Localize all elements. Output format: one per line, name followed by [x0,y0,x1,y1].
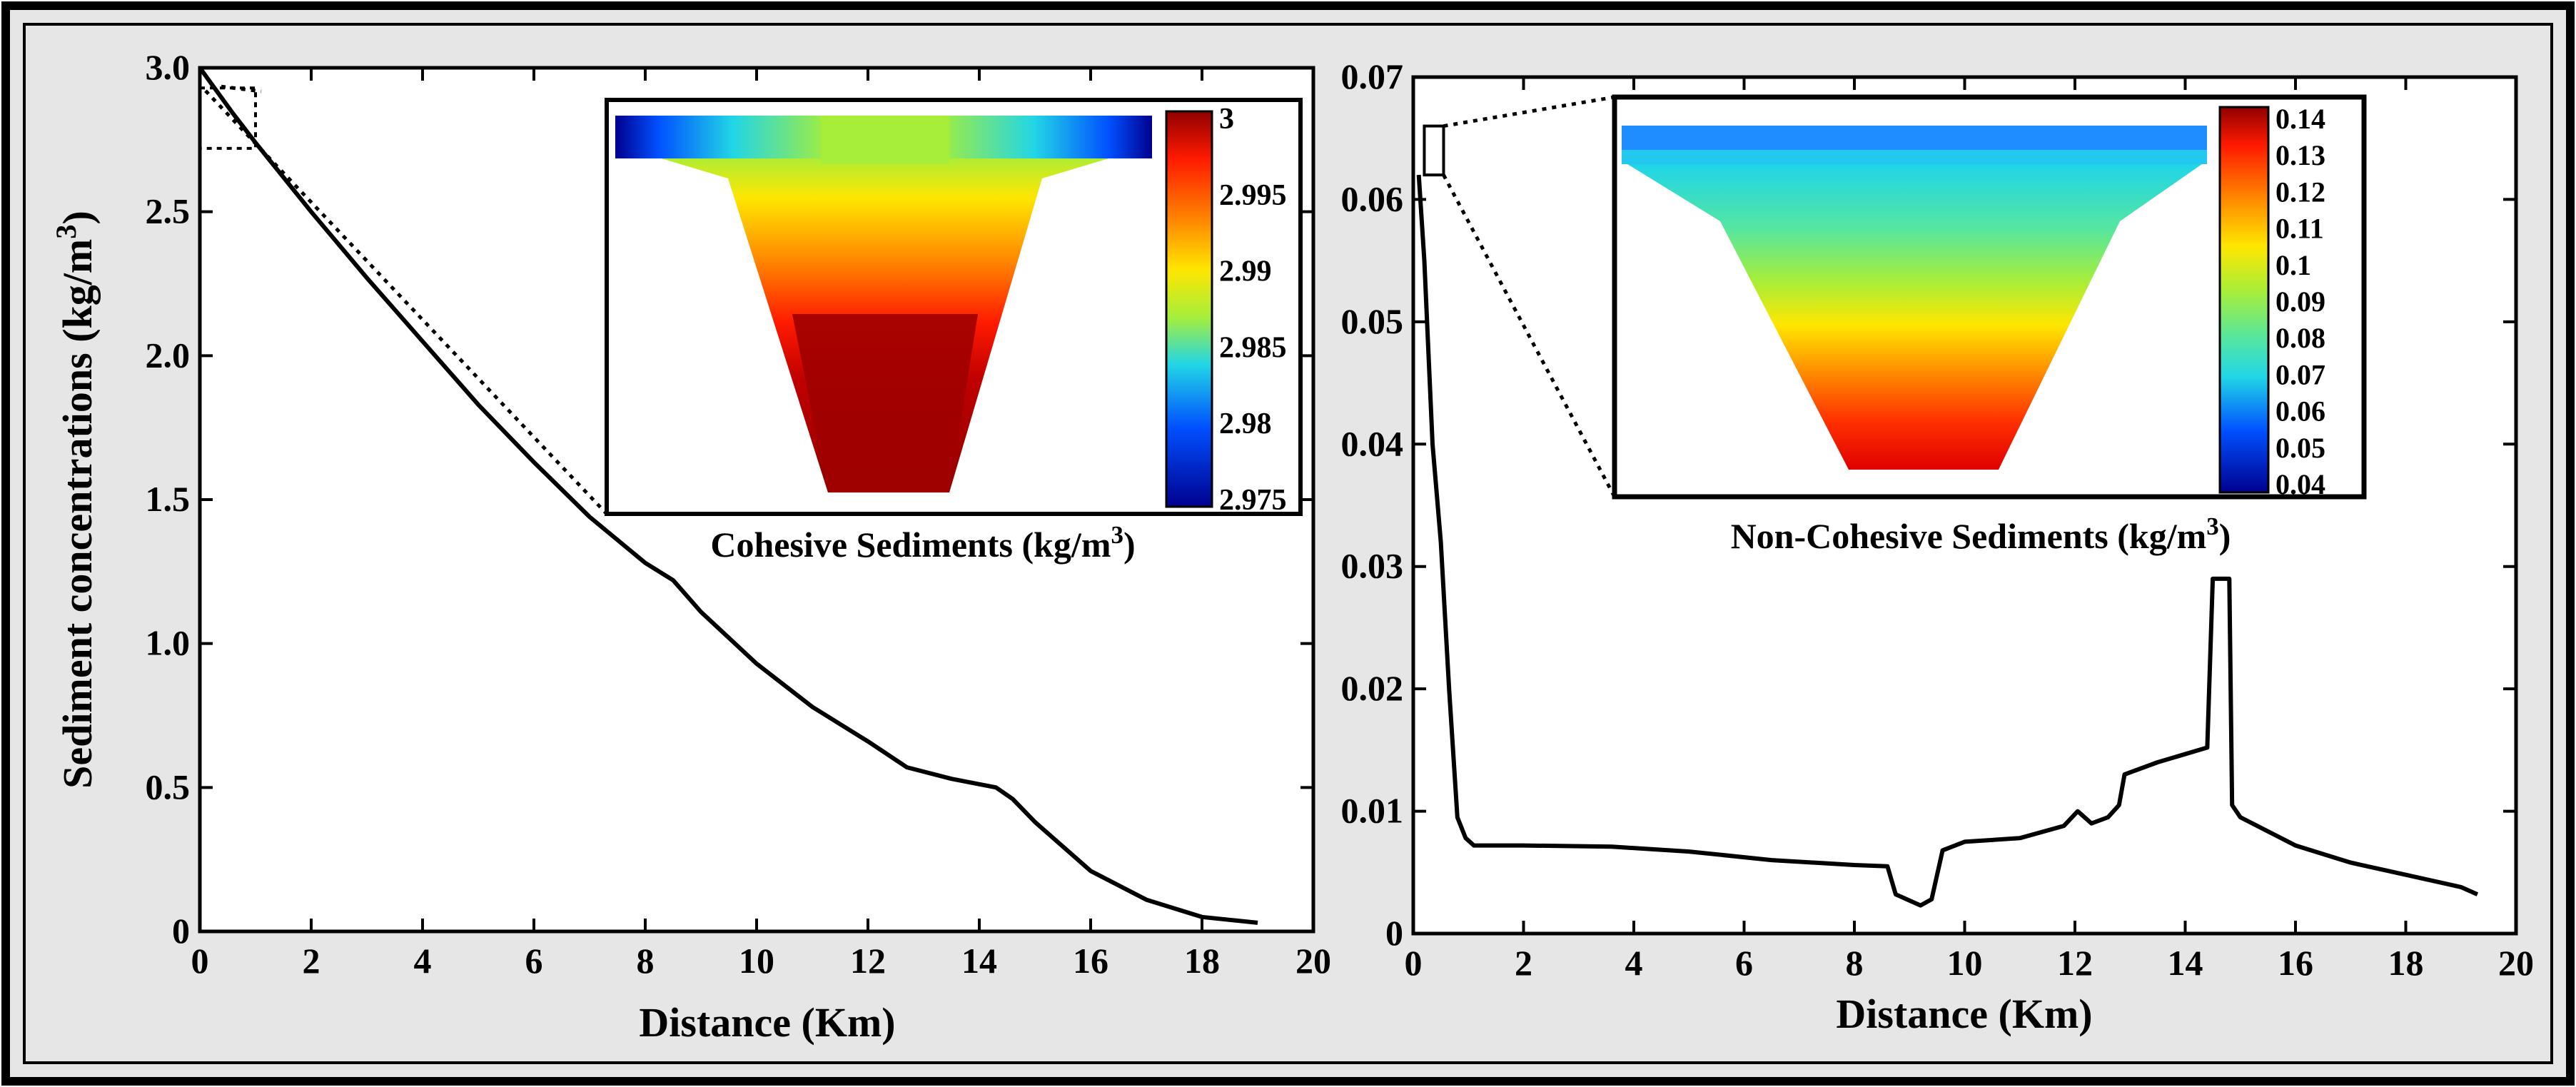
right-y-tick-label: 0.04 [1341,423,1404,463]
right-colorbar-label: 0.1 [2276,249,2311,281]
right-colorbar-label: 0.05 [2276,432,2325,464]
right-x-tick-label: 18 [2388,943,2424,983]
right-inset: 0.14 0.13 0.12 0.11 0.1 0.09 0.08 0.07 0.06 0.05 0… [1612,94,2367,557]
left-inset-section-body [615,116,1152,492]
right-zoom-region-box [1423,124,1445,177]
right-colorbar-label: 0.07 [2276,358,2325,390]
right-colorbar-label: 0.08 [2276,322,2325,354]
left-x-tick-label: 16 [1073,941,1108,981]
left-x-tick-label: 12 [850,941,886,981]
left-colorbar-label: 2.985 [1219,331,1287,364]
left-y-tick-label: 3.0 [146,47,191,87]
right-x-tick-label: 6 [1735,943,1753,983]
right-inset-title: Non-Cohesive Sediments (kg/m3) [1731,512,2231,557]
right-y-tick-label: 0.02 [1341,668,1404,708]
right-x-tick-label: 20 [2498,943,2534,983]
right-colorbar-labels: 0.14 0.13 0.12 0.11 0.1 0.09 0.08 0.07 0.06 0.05 0… [2276,103,2325,500]
right-colorbar-label: 0.11 [2276,213,2324,245]
left-zoom-connector-top [221,84,262,93]
right-y-tick-label: 0.01 [1341,791,1404,831]
right-y-tick-label: 0.07 [1341,56,1404,96]
right-colorbar-label: 0.12 [2276,176,2325,208]
left-x-tick-label: 20 [1295,941,1331,981]
left-x-tick-label: 14 [961,941,997,981]
right-colorbar-label: 0.04 [2276,468,2325,500]
left-x-axis-label: Distance (Km) [639,999,895,1046]
left-panel: 0 2 4 6 8 10 12 14 16 18 20 0 0.5 1.0 1.5 2.0 2.5 3.0 3 2… [50,47,1332,1046]
left-inset-center-deep [792,314,978,492]
left-colorbar-label: 2.99 [1219,256,1272,288]
right-y-tick-label: 0 [1385,913,1403,953]
right-x-axis-label: Distance (Km) [1836,991,2092,1037]
right-panel: 0 2 4 6 8 10 12 14 16 18 20 00.010.020.030.040.050… [1341,56,2535,1037]
right-inset-cross-section [1622,126,2207,470]
left-inset-cross-section [615,116,1152,492]
right-series-line [1416,174,2479,908]
left-colorbar-label: 2.98 [1219,408,1272,440]
figure-inner-border [23,23,2553,1064]
left-y-tick-label: 0 [172,911,190,951]
left-zoom-region-box [198,86,257,150]
left-x-tick-label: 18 [1184,941,1220,981]
left-y-tick-label: 2.0 [146,335,191,375]
left-inset: 3 2.995 2.99 2.985 2.98 2.975 Cohesive Sedime… [605,98,1303,565]
right-colorbar-label: 0.06 [2276,395,2325,428]
right-x-tick-label: 4 [1625,943,1643,983]
left-colorbar-label: 2.995 [1219,179,1287,212]
left-x-tick-label: 8 [637,941,655,981]
right-x-tick-label: 12 [2057,943,2093,983]
left-x-tick-label: 0 [191,941,209,981]
left-colorbar-labels: 3 2.995 2.99 2.985 2.98 2.975 [1219,103,1287,517]
right-colorbar [2218,106,2270,494]
left-zoom-connector-bottom [204,89,608,515]
right-x-tick-label: 10 [1947,943,1983,983]
left-x-tick-label: 4 [414,941,432,981]
right-inset-surface-fade [1622,150,2207,164]
left-x-tick-label: 2 [303,941,320,981]
left-colorbar-label: 3 [1219,103,1234,136]
right-y-tick-labels: 0 0.01 0.02 0.03 0.04 0.05 0.06 0.07 [1341,56,1404,953]
right-x-tick-label: 2 [1515,943,1532,983]
left-series-line [198,66,1258,925]
left-y-axis-label: Sediment concentrations (kg/m3) [50,211,101,789]
left-y-tick-label: 1.0 [146,623,191,663]
right-inset-section-body [1622,126,2207,470]
right-y-tick-label: 0.06 [1341,178,1404,218]
left-x-tick-label: 10 [739,941,774,981]
right-colorbar-label: 0.14 [2276,103,2325,135]
right-inset-surface-band [1622,126,2207,154]
right-x-tick-labels: 0 2 4 6 8 10 12 14 16 18 20 [1405,943,2535,983]
left-inset-center-column [821,116,949,164]
left-y-tick-label: 2.5 [146,191,191,231]
left-colorbar [1165,110,1213,508]
right-colorbar-label: 0.13 [2276,139,2325,171]
left-y-tick-labels: 0 0.5 1.0 1.5 2.0 2.5 3.0 [146,47,191,951]
right-colorbar-label: 0.09 [2276,285,2325,318]
right-x-tick-label: 8 [1846,943,1864,983]
left-x-tick-label: 6 [525,941,543,981]
right-x-tick-label: 14 [2168,943,2203,983]
left-y-tick-label: 1.5 [146,479,191,519]
right-zoom-connector-bottom [1442,173,1617,498]
left-inset-title: Cohesive Sediments (kg/m3) [710,521,1135,565]
right-y-tick-label: 0.05 [1341,301,1404,341]
right-x-tick-label: 16 [2278,943,2313,983]
left-y-tick-label: 0.5 [146,767,191,807]
right-axis-ticks [1412,76,2517,935]
right-y-tick-label: 0.03 [1341,546,1404,586]
left-x-tick-labels: 0 2 4 6 8 10 12 14 16 18 20 [191,941,1332,981]
left-colorbar-label: 2.975 [1219,484,1287,517]
right-x-tick-label: 0 [1405,943,1423,983]
